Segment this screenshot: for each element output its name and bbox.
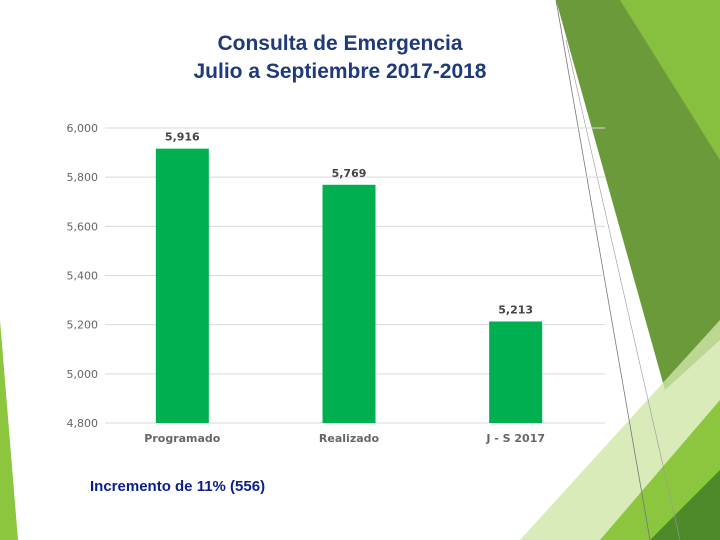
y-tick-label: 5,000 — [67, 368, 99, 381]
decor-shard-left — [0, 320, 18, 540]
x-category-label: J - S 2017 — [485, 432, 545, 445]
data-label: 5,213 — [498, 303, 533, 316]
y-tick-label: 5,800 — [67, 171, 99, 184]
y-tick-label: 6,000 — [67, 122, 99, 135]
decor-line — [555, 0, 651, 540]
bar — [155, 148, 209, 423]
decor-shard-dark — [556, 0, 720, 390]
y-tick-label: 4,800 — [67, 417, 99, 430]
decor-shard-deep — [650, 470, 720, 540]
data-label: 5,916 — [165, 131, 200, 144]
slide-title-line-1: Consulta de Emergencia — [217, 32, 463, 55]
y-tick-label: 5,400 — [67, 270, 99, 283]
increment-note: Incremento de 11% (556) — [90, 478, 266, 495]
bar — [322, 184, 376, 423]
y-tick-label: 5,200 — [67, 319, 99, 332]
decor-line — [565, 39, 681, 540]
y-tick-label: 5,600 — [67, 220, 99, 233]
slide-title-line-2: Julio a Septiembre 2017-2018 — [193, 60, 487, 83]
x-category-label: Programado — [144, 432, 221, 445]
bar — [489, 321, 543, 423]
decor-shard-light — [620, 0, 720, 160]
data-label: 5,769 — [332, 167, 367, 180]
x-category-label: Realizado — [319, 432, 380, 445]
